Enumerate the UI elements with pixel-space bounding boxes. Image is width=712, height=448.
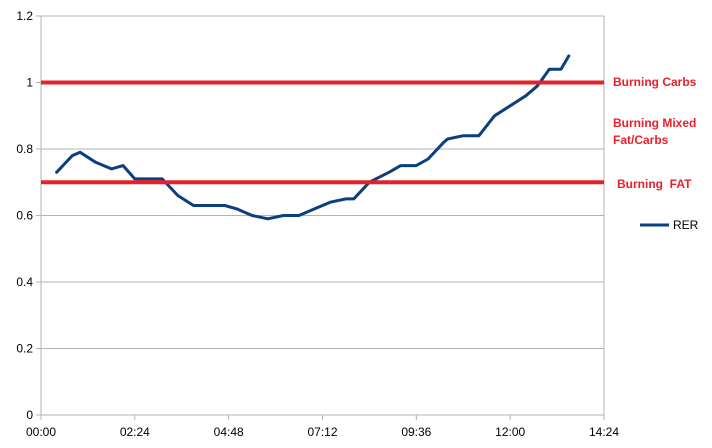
data-point-rer	[446, 137, 449, 141]
legend-label-rer: RER	[673, 218, 699, 232]
grid-layer	[40, 15, 605, 416]
data-point-rer	[282, 214, 285, 217]
data-point-rer	[559, 68, 563, 71]
data-point-rer	[415, 164, 418, 167]
y-tick-label: 1.2	[16, 9, 33, 23]
data-point-rer	[250, 214, 254, 217]
reference-lines-layer	[41, 80, 604, 185]
data-point-rer	[508, 104, 512, 107]
data-point-rer	[55, 171, 58, 174]
series-line-rer	[55, 54, 571, 221]
x-tick-label: 00:00	[26, 425, 56, 439]
x-tick-label: 09:36	[401, 425, 431, 439]
data-point-rer	[94, 161, 97, 164]
data-point-rer	[133, 177, 137, 181]
data-point-rer	[352, 197, 355, 201]
data-point-rer	[313, 207, 316, 211]
data-point-rer	[567, 54, 571, 58]
y-tick-label: 1	[26, 76, 33, 90]
data-point-rer	[223, 204, 226, 207]
data-point-rer	[121, 164, 125, 167]
series-layer	[55, 54, 571, 221]
data-point-rer	[266, 217, 269, 221]
x-tick-label: 04:48	[214, 425, 244, 439]
data-point-rer	[145, 177, 148, 181]
data-point-rer	[344, 197, 348, 201]
data-point-rer	[387, 171, 391, 174]
x-tick-label: 07:12	[307, 425, 337, 439]
data-point-rer	[71, 154, 74, 157]
data-point-rer	[536, 84, 539, 88]
data-point-rer	[426, 157, 430, 161]
data-point-rer	[399, 164, 402, 167]
y-tick-label: 0.4	[16, 275, 33, 289]
annotation-burning-carbs: Burning Carbs	[613, 75, 697, 89]
data-point-rer	[235, 207, 238, 211]
data-point-rer	[462, 134, 465, 137]
data-point-rer	[161, 177, 164, 181]
tick-labels-layer: 0 0.2 0.4 0.6 0.8 1 1.2 00:00 02:24 04:48 07:12 09:…	[16, 9, 619, 439]
annotation-burning-mixed: Burning Mixed	[613, 116, 696, 130]
data-point-rer	[442, 141, 445, 144]
y-tick-label: 0.2	[16, 342, 33, 356]
y-tick-label: 0.8	[16, 142, 33, 156]
legend: RER	[640, 218, 699, 232]
data-point-rer	[329, 201, 332, 204]
x-tick-label: 02:24	[120, 425, 150, 439]
data-point-rer	[176, 194, 180, 197]
y-tick-label: 0	[26, 408, 33, 422]
data-point-rer	[207, 204, 211, 207]
data-point-rer	[493, 114, 496, 117]
data-point-rer	[548, 68, 551, 71]
x-tick-label: 12:00	[495, 425, 525, 439]
x-tick-label: 14:24	[589, 425, 619, 439]
data-point-rer	[297, 214, 301, 217]
data-point-rer	[192, 204, 195, 207]
axis-layer	[36, 15, 605, 420]
annotation-burning-fat: Burning FAT	[617, 177, 692, 191]
data-point-rer	[110, 167, 113, 171]
data-point-rer	[78, 151, 82, 154]
data-point-rer	[477, 134, 481, 137]
data-point-rer	[524, 94, 528, 98]
annotation-fat-carbs: Fat/Carbs	[613, 133, 669, 147]
y-tick-label: 0.6	[16, 209, 33, 223]
